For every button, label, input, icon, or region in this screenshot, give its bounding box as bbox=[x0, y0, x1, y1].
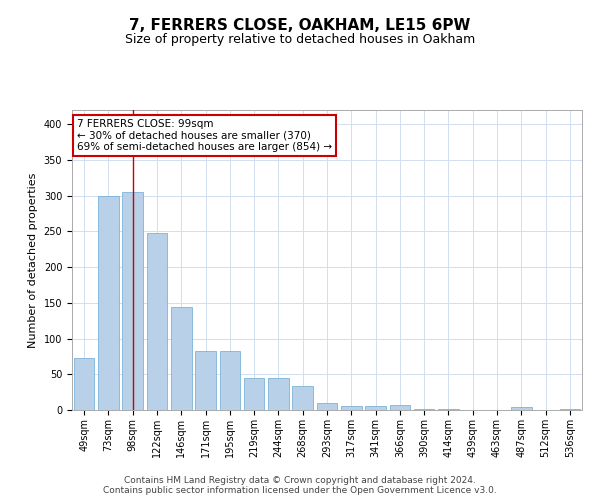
Text: Size of property relative to detached houses in Oakham: Size of property relative to detached ho… bbox=[125, 32, 475, 46]
Bar bbox=[74, 358, 94, 410]
Bar bbox=[317, 403, 337, 410]
Bar bbox=[146, 233, 167, 410]
Bar bbox=[244, 378, 265, 410]
Text: Contains HM Land Registry data © Crown copyright and database right 2024.
Contai: Contains HM Land Registry data © Crown c… bbox=[103, 476, 497, 495]
Bar bbox=[220, 352, 240, 410]
Bar bbox=[511, 407, 532, 410]
Text: 7, FERRERS CLOSE, OAKHAM, LE15 6PW: 7, FERRERS CLOSE, OAKHAM, LE15 6PW bbox=[130, 18, 470, 32]
Bar bbox=[389, 405, 410, 410]
Bar bbox=[438, 408, 459, 410]
Bar bbox=[560, 408, 580, 410]
Bar bbox=[171, 307, 191, 410]
Bar bbox=[414, 408, 434, 410]
Bar bbox=[268, 378, 289, 410]
Bar bbox=[365, 406, 386, 410]
Text: 7 FERRERS CLOSE: 99sqm
← 30% of detached houses are smaller (370)
69% of semi-de: 7 FERRERS CLOSE: 99sqm ← 30% of detached… bbox=[77, 119, 332, 152]
Bar bbox=[195, 352, 216, 410]
Bar bbox=[292, 386, 313, 410]
Bar bbox=[341, 406, 362, 410]
Bar bbox=[122, 192, 143, 410]
Y-axis label: Number of detached properties: Number of detached properties bbox=[28, 172, 38, 348]
Bar bbox=[98, 196, 119, 410]
